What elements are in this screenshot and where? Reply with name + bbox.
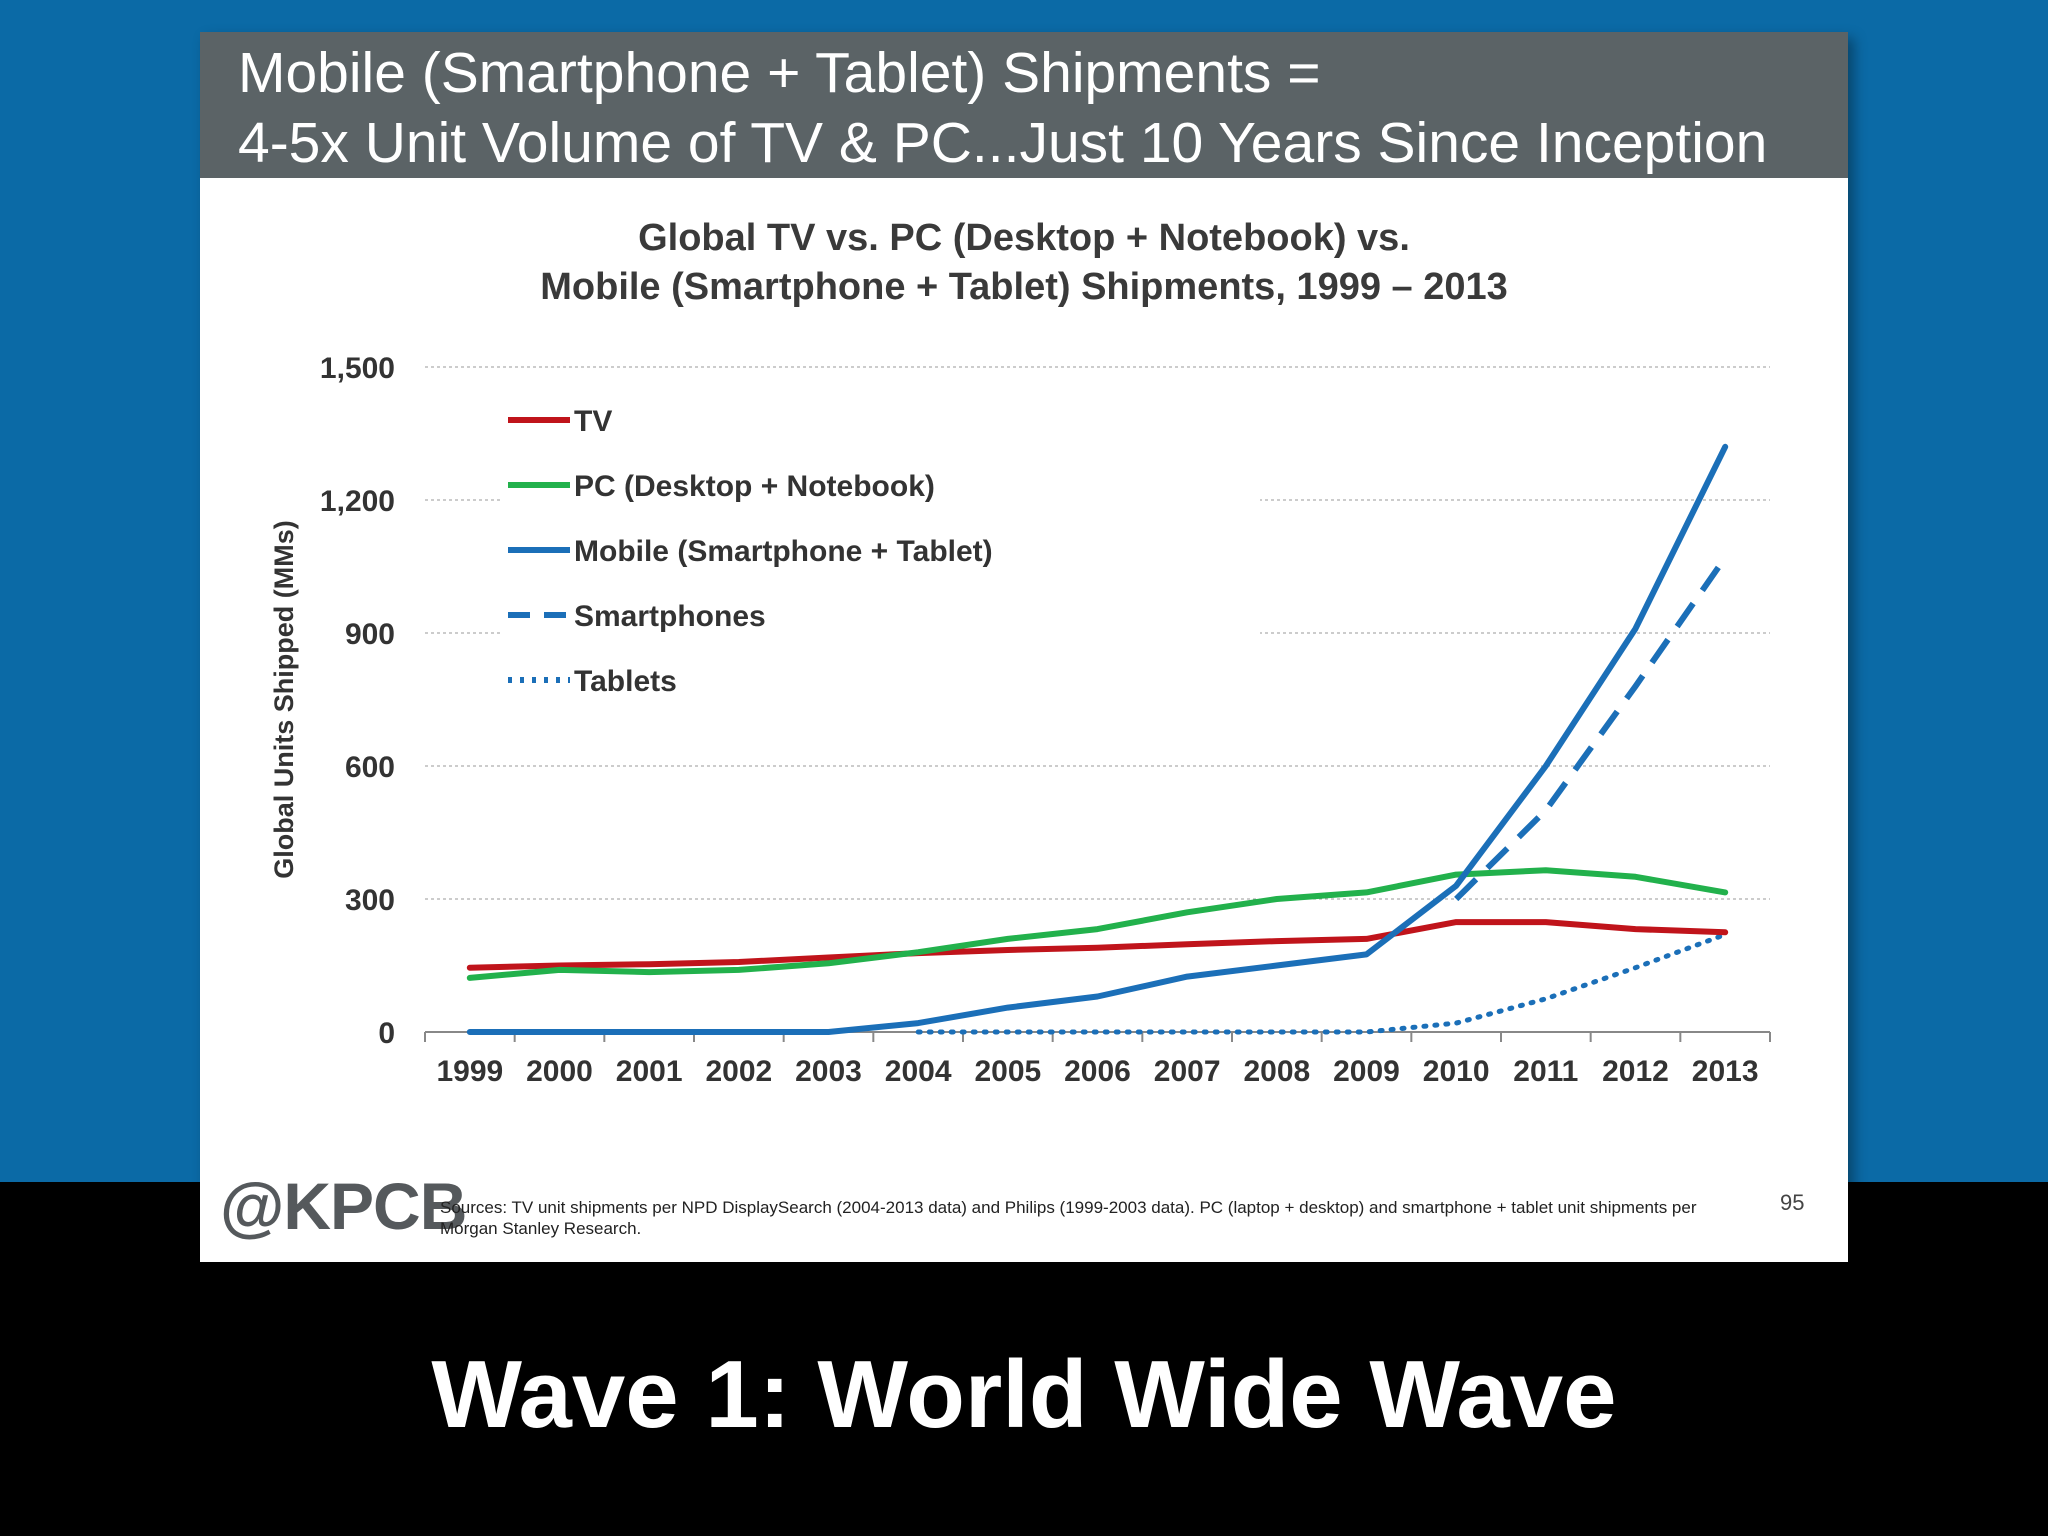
x-tick-label: 1999 (436, 1055, 503, 1088)
x-tick-label: 2005 (974, 1055, 1041, 1088)
kpcb-logo: @KPCB (220, 1169, 467, 1243)
x-tick-label: 2004 (885, 1055, 952, 1088)
y-tick-label: 0 (378, 1017, 395, 1050)
legend-label: Mobile (Smartphone + Tablet) (574, 535, 993, 568)
y-axis-label: Global Units Shipped (MMs) (269, 520, 299, 879)
x-tick-label: 2008 (1243, 1055, 1310, 1088)
series-line-pc-desktop-notebook (466, 867, 1729, 981)
sources-note: Sources: TV unit shipments per NPD Displ… (440, 1198, 1697, 1238)
y-tick-label: 900 (345, 618, 395, 651)
y-tick-label: 1,200 (320, 485, 395, 518)
slide-header: Mobile (Smartphone + Tablet) Shipments =… (200, 32, 1848, 178)
x-tick-label: 2000 (526, 1055, 593, 1088)
x-tick-label: 2007 (1154, 1055, 1221, 1088)
legend-label: Smartphones (574, 600, 766, 633)
x-tick-label: 2011 (1513, 1055, 1578, 1088)
legend-label: Tablets (574, 665, 677, 698)
legend-label: TV (574, 405, 612, 438)
y-tick-label: 1,500 (320, 352, 395, 385)
chart-title-line1: Global TV vs. PC (Desktop + Notebook) vs… (638, 217, 1410, 259)
series-line-mobile-smartphone-tablet (466, 443, 1729, 1035)
y-tick-label: 300 (345, 884, 395, 917)
legend-label: PC (Desktop + Notebook) (574, 470, 935, 503)
legend-background (500, 402, 1260, 742)
slide-title: Mobile (Smartphone + Tablet) Shipments =… (238, 38, 1838, 178)
x-tick-label: 2012 (1602, 1055, 1669, 1088)
chart-title: Global TV vs. PC (Desktop + Notebook) vs… (200, 214, 1848, 312)
chart-title-line2: Mobile (Smartphone + Tablet) Shipments, … (540, 266, 1508, 308)
page-number: 95 (1780, 1190, 1805, 1215)
slide-title-line2: 4-5x Unit Volume of TV & PC...Just 10 Ye… (238, 111, 1768, 175)
x-tick-label: 2002 (705, 1055, 772, 1088)
caption: Wave 1: World Wide Wave (431, 1341, 1617, 1448)
series-line-smartphones (1454, 555, 1728, 902)
y-tick-label: 600 (345, 751, 395, 784)
slide: Mobile (Smartphone + Tablet) Shipments =… (200, 32, 1848, 1262)
series-line-tablets (915, 932, 1728, 1035)
slide-title-line1: Mobile (Smartphone + Tablet) Shipments = (238, 41, 1321, 105)
x-tick-label: 2010 (1423, 1055, 1490, 1088)
x-tick-label: 2006 (1064, 1055, 1131, 1088)
line-chart: 0 300 600 900 1,200 1,500 1999 2000 2001 2002 2003… (269, 352, 1771, 1088)
x-tick-label: 2009 (1333, 1055, 1400, 1088)
series-line-tv (466, 919, 1729, 971)
x-tick-label: 2003 (795, 1055, 862, 1088)
x-tick-label: 2001 (616, 1055, 683, 1088)
x-tick-label: 2013 (1692, 1055, 1759, 1088)
